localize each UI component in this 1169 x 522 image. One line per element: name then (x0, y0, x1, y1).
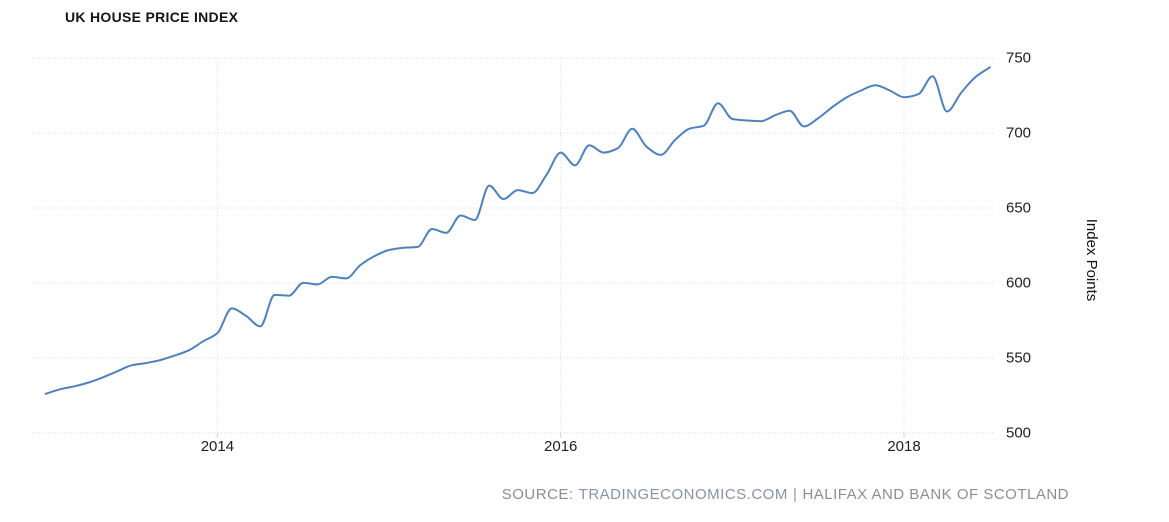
price-series-line (44, 66, 991, 395)
source-prefix-label: SOURCE: (501, 486, 574, 503)
x-tick-label: 2014 (200, 438, 235, 455)
y-tick-label: 600 (1006, 274, 1032, 292)
chart-title: UK HOUSE PRICE INDEX (65, 9, 239, 25)
y-tick-label: 500 (1006, 424, 1032, 442)
y-tick-label: 700 (1006, 124, 1032, 142)
source-link[interactable]: TRADINGECONOMICS.COM (578, 486, 788, 503)
source-provider-label: HALIFAX AND BANK OF SCOTLAND (802, 486, 1069, 503)
x-tick-label: 2018 (887, 438, 921, 455)
y-tick-label: 550 (1006, 349, 1032, 367)
y-tick-label: 650 (1006, 199, 1032, 217)
y-tick-label: 750 (1006, 49, 1032, 67)
y-axis-title: Index Points (1083, 218, 1100, 302)
source-separator: | (792, 486, 798, 503)
source-attribution: SOURCE: TRADINGECONOMICS.COM | HALIFAX A… (502, 486, 1069, 503)
x-tick-label: 2016 (544, 438, 578, 455)
